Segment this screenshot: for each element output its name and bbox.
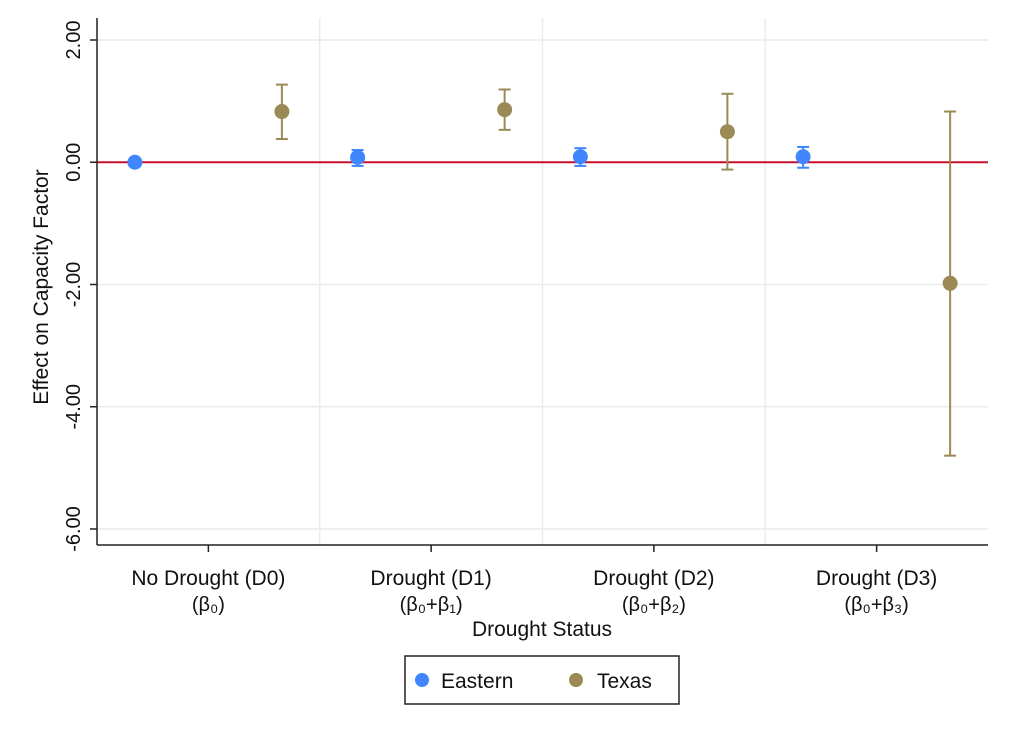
legend-label-eastern: Eastern	[441, 670, 513, 693]
point-eastern	[795, 149, 811, 165]
y-tick-label: 0.00	[63, 143, 85, 182]
legend-marker-texas	[569, 673, 583, 687]
x-tick-label: Drought (D3)	[816, 567, 937, 590]
point-texas	[497, 102, 513, 118]
labels-layer: Effect on Capacity Factor Drought Status…	[30, 21, 937, 641]
x-tick-label: Drought (D2)	[593, 567, 714, 590]
y-tick-label: -4.00	[63, 384, 85, 430]
x-tick-sublabel: (β₀+β₃)	[844, 594, 908, 616]
marks-layer	[127, 83, 958, 457]
point-texas	[719, 124, 735, 140]
y-tick-label: -2.00	[63, 262, 85, 308]
point-eastern	[350, 149, 366, 165]
grid-layer	[97, 18, 988, 545]
x-axis-title: Drought Status	[472, 618, 612, 641]
y-tick-label: 2.00	[63, 21, 85, 60]
x-tick-sublabel: (β₀+β₂)	[622, 594, 686, 616]
legend-marker-eastern	[415, 673, 429, 687]
point-texas	[942, 275, 958, 291]
legend-label-texas: Texas	[597, 670, 652, 693]
y-tick-label: -6.00	[63, 506, 85, 552]
legend-box	[404, 655, 680, 705]
x-tick-sublabel: (β₀)	[192, 594, 225, 616]
axes-layer	[90, 18, 988, 552]
x-tick-label: No Drought (D0)	[131, 567, 285, 590]
x-tick-label: Drought (D1)	[370, 567, 491, 590]
y-axis-title: Effect on Capacity Factor	[30, 169, 53, 404]
legend: Eastern Texas	[404, 655, 680, 705]
point-eastern	[572, 149, 588, 165]
point-texas	[274, 104, 290, 120]
x-tick-sublabel: (β₀+β₁)	[400, 594, 463, 616]
point-eastern	[127, 154, 143, 170]
